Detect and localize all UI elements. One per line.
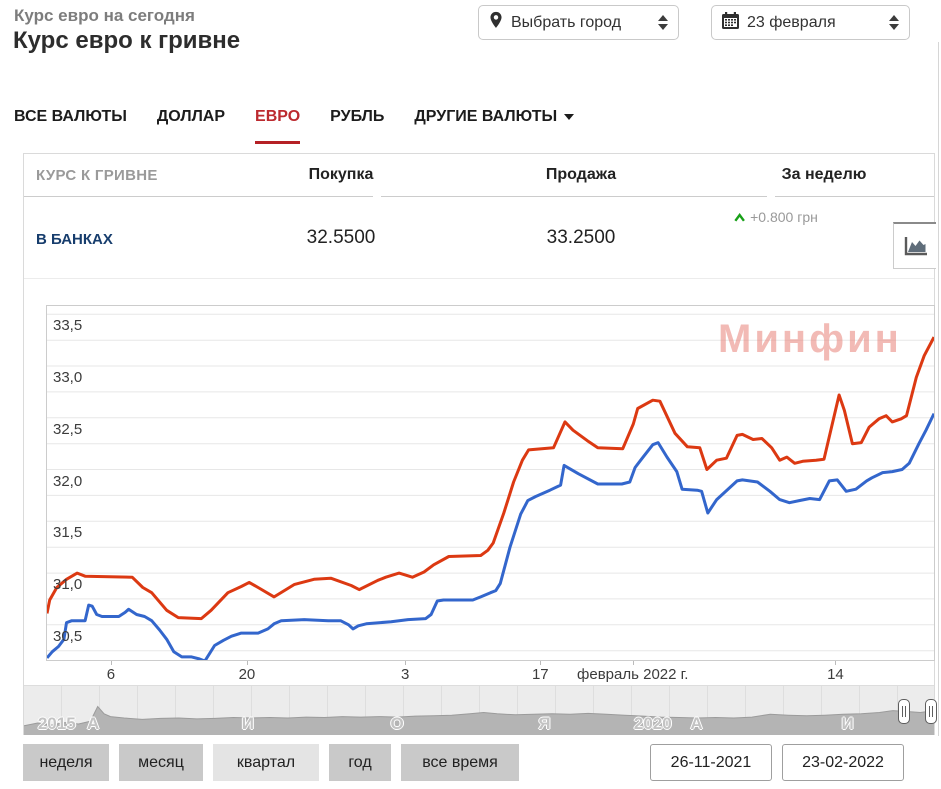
date-from-input[interactable] xyxy=(650,744,772,781)
chart-toggle-button[interactable] xyxy=(893,222,936,269)
range-button-year[interactable]: год xyxy=(329,744,391,781)
chart-x-axis: 6 20 3 17 февраль 2022 г. 14 xyxy=(46,661,935,685)
caret-down-icon xyxy=(564,114,575,120)
range-button-all[interactable]: все время xyxy=(401,744,519,781)
table-header-rate: КУРС К ГРИВНЕ xyxy=(36,167,158,184)
table-header-buy: Покупка xyxy=(308,166,374,183)
x-axis-tick xyxy=(246,661,248,665)
currency-tabs: ВСЕ ВАЛЮТЫ ДОЛЛАР ЕВРО РУБЛЬ ДРУГИЕ ВАЛЮ… xyxy=(14,108,575,144)
x-axis-label: 14 xyxy=(827,666,844,683)
table-header-sell: Продажа xyxy=(545,166,617,183)
buy-rate-value: 32.5500 xyxy=(306,227,376,248)
y-axis-label: 32,0 xyxy=(53,473,83,490)
y-axis-label: 33,5 xyxy=(53,317,83,334)
row-label-banks[interactable]: В БАНКАХ xyxy=(36,231,113,248)
chart-plot[interactable]: 30,5 31,0 31,5 32,0 32,5 33,0 33,5 xyxy=(46,305,935,661)
date-select[interactable]: 23 февраля xyxy=(711,5,910,40)
navigator-handle-left[interactable] xyxy=(897,699,910,724)
navigator-series xyxy=(24,706,934,735)
tab-euro[interactable]: ЕВРО xyxy=(255,108,301,144)
range-button-quarter[interactable]: квартал xyxy=(213,744,319,781)
location-pin-icon xyxy=(489,11,503,34)
navigator-label: 2020 xyxy=(633,714,672,733)
x-axis-label: 3 xyxy=(400,666,410,683)
table-header-week: За неделю xyxy=(781,166,867,183)
navigator-label: А xyxy=(690,714,703,733)
navigator-label: О xyxy=(390,714,404,733)
navigator-label: 2015 xyxy=(37,714,76,733)
calendar-icon xyxy=(722,11,739,34)
x-axis-label: 17 xyxy=(531,666,549,683)
navigator-area xyxy=(24,705,934,735)
x-axis-label: 20 xyxy=(238,666,256,683)
header-divider xyxy=(775,196,934,197)
city-select-value: Выбрать город xyxy=(511,13,622,31)
arrow-up-icon xyxy=(734,212,745,222)
series-покупка[interactable] xyxy=(47,412,934,660)
navigator-label: И xyxy=(841,714,854,733)
y-axis-label: 33,0 xyxy=(53,369,83,386)
watermark: Минфин xyxy=(718,317,902,361)
area-chart-icon xyxy=(904,236,927,255)
series-продажа[interactable] xyxy=(47,336,934,621)
navigator-series-outline xyxy=(24,705,934,727)
page-title: Курс евро к гривне xyxy=(13,27,241,54)
date-to-input[interactable] xyxy=(782,744,904,781)
tab-other-currencies-label: ДРУГИЕ ВАЛЮТЫ xyxy=(414,108,558,125)
x-axis-tick xyxy=(540,661,542,665)
y-axis-label: 30,5 xyxy=(53,628,83,645)
x-axis-label: февраль 2022 г. xyxy=(577,666,689,683)
navigator-handle-right[interactable] xyxy=(925,699,938,724)
page-subtitle: Курс евро на сегодня xyxy=(14,6,195,25)
header-divider xyxy=(381,196,767,197)
tab-all-currencies[interactable]: ВСЕ ВАЛЮТЫ xyxy=(14,108,127,125)
row-divider xyxy=(24,278,934,279)
y-axis-label: 32,5 xyxy=(53,421,83,438)
x-axis-label: 6 xyxy=(106,666,116,683)
y-axis-label: 31,0 xyxy=(53,576,83,593)
up-down-arrows-icon[interactable] xyxy=(883,15,899,30)
tab-ruble[interactable]: РУБЛЬ xyxy=(330,108,385,125)
rates-panel: КУРС К ГРИВНЕ Покупка Продажа За неделю … xyxy=(23,153,938,735)
x-axis-tick xyxy=(835,661,837,665)
navigator-label: Я xyxy=(538,714,551,733)
range-button-month[interactable]: месяц xyxy=(119,744,203,781)
range-button-week[interactable]: неделя xyxy=(23,744,109,781)
week-change-value: +0.800 грн xyxy=(750,209,818,225)
x-axis-tick xyxy=(405,661,407,665)
header-divider xyxy=(24,196,373,197)
date-select-value: 23 февраля xyxy=(747,13,836,31)
city-select[interactable]: Выбрать город xyxy=(478,5,679,40)
sell-rate-value: 33.2500 xyxy=(546,227,616,248)
tab-other-currencies[interactable]: ДРУГИЕ ВАЛЮТЫ xyxy=(414,108,575,144)
y-axis-label: 31,5 xyxy=(53,524,83,541)
chart-canvas xyxy=(47,313,934,660)
navigator-label: И xyxy=(241,714,254,733)
page-right-divider xyxy=(938,42,939,736)
x-axis-tick xyxy=(632,661,634,665)
up-down-arrows-icon[interactable] xyxy=(652,15,668,30)
chart-navigator[interactable]: 2015 А И О Я 2020 А И xyxy=(24,685,938,735)
navigator-label: А xyxy=(87,714,100,733)
tab-dollar[interactable]: ДОЛЛАР xyxy=(156,108,226,125)
week-change: +0.800 грн xyxy=(734,209,818,225)
x-axis-tick xyxy=(110,661,112,665)
